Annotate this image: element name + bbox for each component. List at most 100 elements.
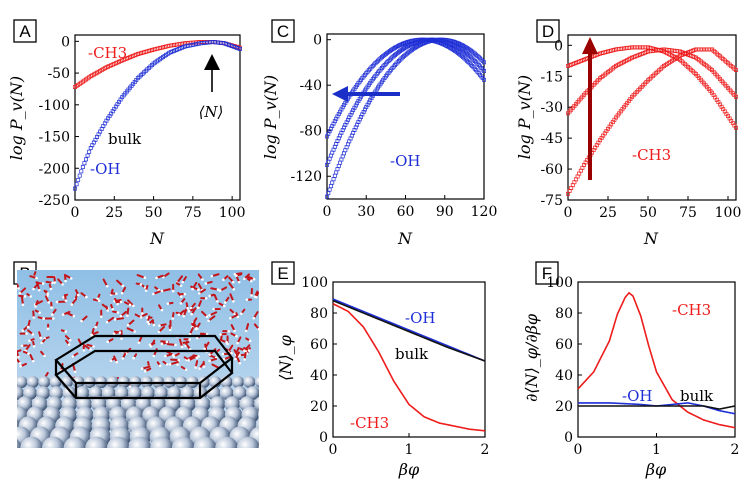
- hydrogen-atom: [39, 336, 43, 340]
- y-tick-label: 60: [555, 337, 573, 353]
- hydrogen-atom: [187, 309, 191, 313]
- y-tick-label: 40: [310, 368, 328, 384]
- hydrogen-atom: [89, 348, 92, 351]
- hydrogen-atom: [32, 345, 36, 348]
- data-point: [84, 157, 88, 162]
- hydrogen-atom: [190, 312, 194, 316]
- hydrogen-atom: [208, 294, 211, 298]
- surface-atom: [114, 386, 129, 400]
- y-tick-label: -30: [540, 100, 563, 116]
- hydrogen-atom: [61, 283, 64, 286]
- hydrogen-atom: [32, 316, 36, 319]
- hydrogen-atom: [160, 308, 164, 312]
- hydrogen-atom: [99, 315, 103, 318]
- annotation-oh-C: -OH: [390, 152, 420, 170]
- surface-atom: [243, 376, 256, 388]
- hydrogen-atom: [160, 289, 164, 293]
- y-tick-label: 100: [546, 275, 573, 291]
- hydrogen-atom: [222, 278, 225, 282]
- hydrogen-atom: [234, 357, 237, 361]
- series-line-oh: [332, 298, 486, 362]
- surface-atom: [259, 386, 273, 400]
- hydrogen-atom: [133, 330, 136, 333]
- hydrogen-atom: [243, 349, 246, 352]
- ylabel-E: ⟨N⟩_φ: [276, 334, 295, 380]
- data-point: [734, 94, 738, 99]
- hydrogen-atom: [152, 323, 156, 327]
- y-tick-label: -60: [540, 162, 563, 178]
- surface-atom: [38, 376, 51, 388]
- curves-D: [566, 45, 738, 196]
- hydrogen-atom: [232, 300, 235, 303]
- xlabel-D: N: [643, 229, 659, 248]
- x-tick-label: 50: [639, 205, 657, 221]
- hydrogen-atom: [25, 332, 28, 335]
- hydrogen-atom: [31, 359, 35, 363]
- annotation-ch3-F: -CH3: [672, 301, 711, 319]
- hydrogen-atom: [243, 277, 246, 281]
- surface-atom: [17, 419, 20, 433]
- x-tick-label: 100: [715, 205, 742, 221]
- hydrogen-atom: [118, 331, 122, 334]
- hydrogen-atom: [70, 303, 74, 306]
- hydrogen-atom: [49, 287, 53, 291]
- surface-atom: [62, 386, 77, 400]
- water-molecule: [114, 317, 125, 321]
- x-tick-label: 2: [731, 442, 740, 458]
- hydrogen-atom: [257, 327, 259, 331]
- hydrogen-atom: [208, 359, 211, 363]
- surface-atom: [245, 386, 259, 400]
- hydrogen-atom: [121, 357, 125, 360]
- hydrogen-atom: [188, 332, 192, 336]
- hydrogen-atom: [204, 297, 208, 300]
- plot-frame-D: [567, 34, 737, 201]
- hydrogen-atom: [37, 288, 41, 292]
- hydrogen-atom: [17, 355, 20, 359]
- hydrogen-atom: [21, 329, 25, 332]
- hydrogen-atom: [137, 341, 141, 344]
- xlabel-A: N: [149, 229, 165, 248]
- surface-atom: [4, 376, 16, 388]
- y-tick-label: 20: [310, 399, 328, 415]
- data-point: [331, 177, 336, 182]
- hydrogen-atom: [69, 277, 73, 280]
- hydrogen-atom: [221, 352, 225, 356]
- surface-atom: [232, 386, 247, 400]
- hydrogen-atom: [18, 361, 22, 365]
- hydrogen-atom: [106, 340, 110, 344]
- ylabel-C: log P_v(N): [261, 75, 280, 159]
- surface-atom: [219, 386, 234, 400]
- hydrogen-atom: [126, 314, 129, 317]
- surface-atom: [20, 436, 44, 448]
- surface-atom: [193, 436, 217, 448]
- hydrogen-atom: [139, 283, 143, 286]
- data-point: [80, 165, 85, 169]
- water-molecule: [182, 307, 188, 318]
- water-molecule: [17, 349, 22, 353]
- data-point: [335, 167, 340, 172]
- hydrogen-atom: [225, 340, 228, 344]
- data-point: [73, 186, 77, 191]
- hydrogen-atom: [243, 358, 246, 361]
- x-tick-label: 50: [145, 205, 163, 221]
- y-tick-label: 80: [555, 306, 573, 322]
- hydrogen-atom: [158, 364, 162, 368]
- surface-atom: [258, 444, 259, 448]
- x-tick-label: 25: [105, 205, 123, 221]
- hydrogen-atom: [64, 299, 68, 302]
- surface-atom: [41, 436, 65, 448]
- hydrogen-atom: [245, 298, 249, 301]
- hydrogen-atom: [180, 345, 184, 349]
- hydrogen-atom: [253, 295, 257, 298]
- hydrogen-atom: [64, 330, 68, 333]
- hydrogen-atom: [147, 322, 151, 326]
- hydrogen-atom: [223, 301, 227, 304]
- data-point: [339, 157, 344, 162]
- hydrogen-atom: [202, 365, 206, 368]
- y-tick-label: -15: [540, 69, 563, 85]
- hydrogen-atom: [76, 293, 80, 297]
- hydrogen-atom: [250, 294, 253, 297]
- surface-atom: [254, 376, 259, 388]
- y-tick-label: 0: [554, 38, 563, 54]
